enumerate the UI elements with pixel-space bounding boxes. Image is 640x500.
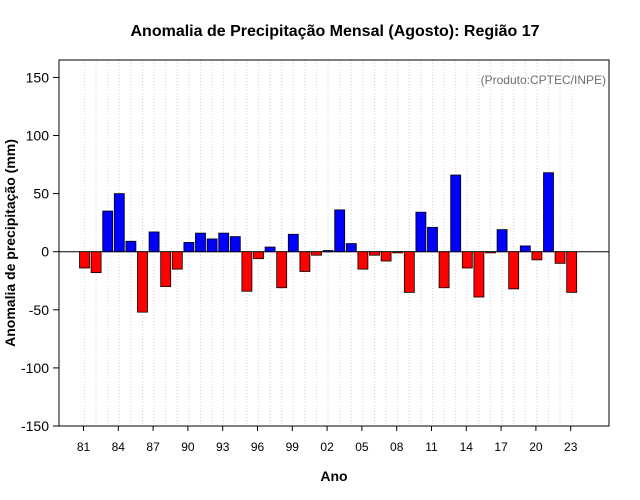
y-tick-label: -150 xyxy=(21,418,49,434)
bar xyxy=(148,231,160,253)
x-tick-label: 93 xyxy=(216,440,230,454)
y-axis-label: Anomalia de precipitação (mm) xyxy=(2,139,18,347)
bar xyxy=(554,251,566,264)
x-tick-label: 17 xyxy=(494,440,508,454)
bar xyxy=(531,251,543,261)
bar xyxy=(311,251,322,256)
bar xyxy=(253,251,264,260)
x-tick-label: 90 xyxy=(181,440,195,454)
bar xyxy=(450,174,462,253)
x-tick-label: 11 xyxy=(425,440,438,454)
bar xyxy=(276,251,288,289)
bar xyxy=(206,238,218,253)
bar xyxy=(461,251,473,269)
x-tick-label: 99 xyxy=(286,440,300,454)
x-tick-label: 96 xyxy=(251,440,265,454)
bar xyxy=(403,251,415,293)
bar xyxy=(137,251,148,313)
bar xyxy=(438,251,450,289)
x-axis-label: Ano xyxy=(320,468,347,484)
x-tick-label: 14 xyxy=(460,440,474,454)
bar xyxy=(508,251,520,290)
chart-title: Anomalia de Precipitação Mensal (Agosto)… xyxy=(131,23,540,40)
bar xyxy=(496,229,508,253)
bar xyxy=(392,251,404,254)
y-tick-label: 0 xyxy=(41,244,49,260)
bar xyxy=(183,242,195,253)
y-tick-label: 50 xyxy=(33,186,49,202)
y-tick-label: -50 xyxy=(29,302,49,318)
y-tick-label: -100 xyxy=(21,360,49,376)
x-tick-label: 20 xyxy=(529,440,543,454)
bar xyxy=(566,251,578,293)
bar xyxy=(369,251,380,256)
credit-text: (Produto:CPTEC/INPE) xyxy=(481,73,606,87)
x-tick-label: 05 xyxy=(355,440,369,454)
bar xyxy=(287,233,299,253)
plot-frame xyxy=(58,59,610,427)
bar xyxy=(229,236,241,253)
y-tick-label: 150 xyxy=(26,69,50,85)
x-tick-label: 23 xyxy=(564,440,578,454)
bar xyxy=(218,232,230,253)
bar xyxy=(264,246,276,253)
bar xyxy=(357,251,369,270)
bar xyxy=(160,251,172,287)
x-tick-label: 87 xyxy=(146,440,160,454)
bar xyxy=(415,211,427,253)
bar xyxy=(195,232,206,253)
bar xyxy=(125,240,137,253)
bar xyxy=(299,251,311,272)
y-tick-label: 100 xyxy=(26,128,50,144)
x-tick-label: 84 xyxy=(112,440,126,454)
bar xyxy=(79,251,90,269)
bar xyxy=(241,251,253,292)
bar xyxy=(519,245,531,253)
bar xyxy=(485,251,496,254)
bar xyxy=(380,251,392,262)
bar xyxy=(334,209,346,253)
x-tick-label: 08 xyxy=(390,440,404,454)
x-tick-label: 81 xyxy=(77,440,91,454)
bar xyxy=(113,193,125,253)
bar xyxy=(345,243,357,253)
x-axis: 81 84 87 90 93 96 99 02 05 08 11 14 17 20 23 xyxy=(77,426,578,454)
bars xyxy=(79,172,578,313)
bar xyxy=(427,226,438,253)
x-tick-label: 02 xyxy=(320,440,334,454)
bar xyxy=(171,251,183,270)
bar xyxy=(473,251,485,298)
bar xyxy=(543,172,554,253)
bar xyxy=(102,210,114,253)
y-axis: -150 -100 -50 0 50 100 150 xyxy=(21,69,59,434)
bar xyxy=(90,251,102,274)
bar xyxy=(322,250,334,253)
